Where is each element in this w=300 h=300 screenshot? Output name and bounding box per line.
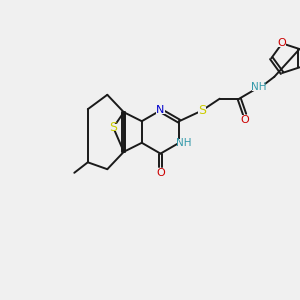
Text: O: O xyxy=(278,38,286,48)
Text: N: N xyxy=(156,105,165,116)
Text: NH: NH xyxy=(251,82,266,92)
FancyBboxPatch shape xyxy=(109,124,118,131)
Text: O: O xyxy=(240,115,249,125)
Text: NH: NH xyxy=(176,138,191,148)
FancyBboxPatch shape xyxy=(177,139,190,147)
FancyBboxPatch shape xyxy=(156,107,165,114)
FancyBboxPatch shape xyxy=(197,107,206,114)
Text: S: S xyxy=(109,121,117,134)
Text: O: O xyxy=(156,167,165,178)
FancyBboxPatch shape xyxy=(157,168,164,174)
FancyBboxPatch shape xyxy=(278,40,286,47)
Text: S: S xyxy=(198,104,206,117)
FancyBboxPatch shape xyxy=(241,115,248,121)
FancyBboxPatch shape xyxy=(252,83,265,91)
